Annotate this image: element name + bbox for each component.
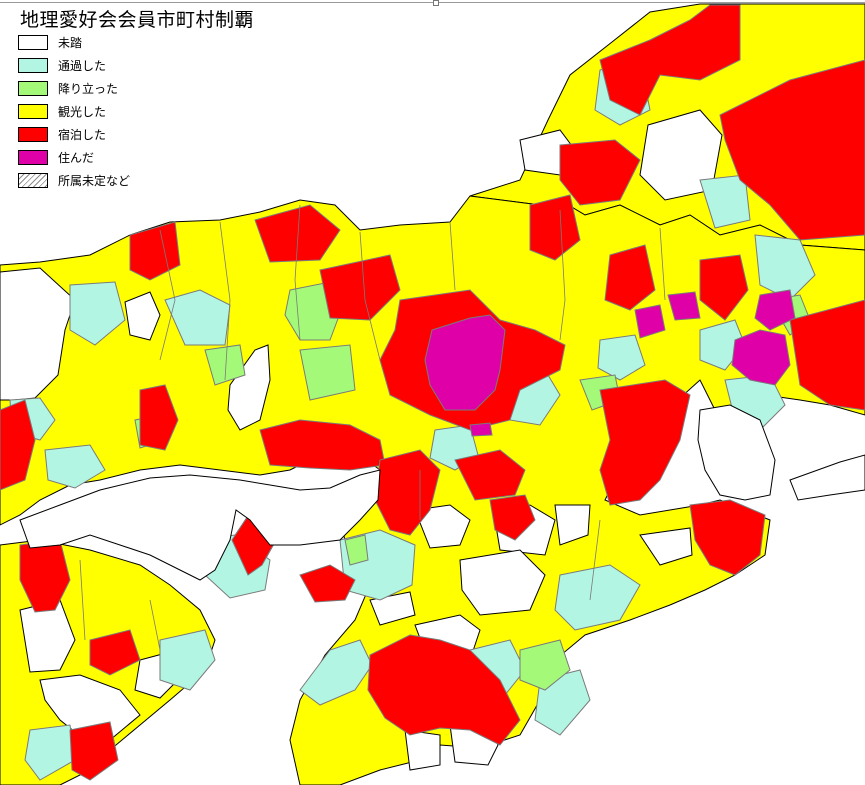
legend-label: 降り立った bbox=[58, 82, 119, 96]
legend-swatch-unvisited bbox=[18, 35, 48, 50]
legend-label: 未踏 bbox=[58, 36, 83, 50]
municipality-borders bbox=[79, 204, 666, 651]
resize-handle[interactable] bbox=[433, 0, 439, 6]
legend-item-passed: 通過した bbox=[18, 54, 130, 77]
stayed-regions bbox=[0, 4, 865, 781]
map-title: 地理愛好会会員市町村制覇 bbox=[20, 9, 255, 31]
legend-label: 宿泊した bbox=[58, 128, 107, 142]
legend-swatch-passed bbox=[18, 58, 48, 73]
legend-item-unassigned: 所属未定など bbox=[18, 169, 130, 192]
legend-label: 住んだ bbox=[58, 151, 95, 165]
water-bodies bbox=[19, 404, 776, 581]
legend-item-lived: 住んだ bbox=[18, 146, 130, 169]
legend-swatch-lived bbox=[18, 150, 48, 165]
legend-label: 通過した bbox=[58, 59, 107, 73]
lived-regions bbox=[424, 289, 796, 437]
legend-label: 所属未定など bbox=[58, 174, 131, 188]
window-top-border bbox=[0, 0, 865, 3]
legend: 未踏 通過した 降り立った 観光した 宿泊した 住んだ 所属未定など bbox=[18, 31, 130, 192]
legend-item-sightseeing: 観光した bbox=[18, 100, 130, 123]
legend-swatch-sightseeing bbox=[18, 104, 48, 119]
legend-item-stayed: 宿泊した bbox=[18, 123, 130, 146]
legend-swatch-stayed bbox=[18, 127, 48, 142]
legend-item-stopped: 降り立った bbox=[18, 77, 130, 100]
legend-label: 観光した bbox=[58, 105, 107, 119]
legend-item-unvisited: 未踏 bbox=[18, 31, 130, 54]
legend-swatch-stopped bbox=[18, 81, 48, 96]
legend-swatch-unassigned bbox=[18, 173, 48, 188]
